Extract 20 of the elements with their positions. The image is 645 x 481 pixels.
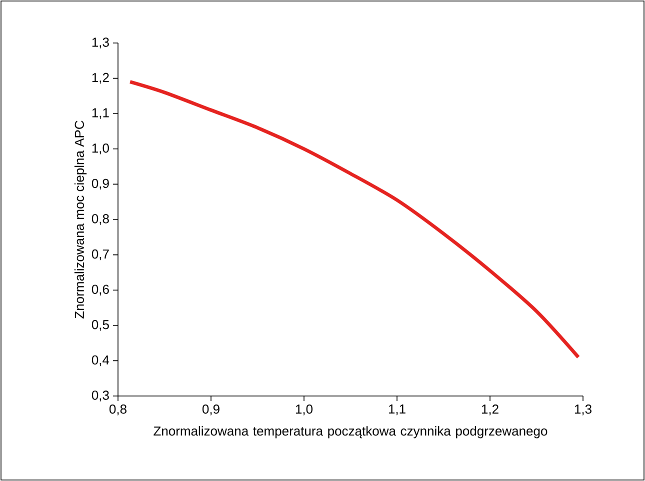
y-tick-label: 0,4 [92,355,110,366]
y-tick-label: 1,3 [92,38,109,48]
x-tick-label: 1,3 [574,404,592,416]
y-tick-label: 0,7 [92,249,109,260]
y-tick-label: 1,2 [92,72,109,84]
y-axis-title: Znormalizowana moc cieplna APC [74,120,87,318]
y-tick-label: 0,9 [92,178,109,190]
x-tick-label: 0,9 [202,404,220,416]
x-axis-title: Znormalizowana temperatura początkowa czynnika podgrzewanego [154,426,548,438]
line-series [128,80,580,359]
x-tick-label: 0,8 [109,404,126,416]
y-tick-label: 0,3 [92,390,109,402]
y-tick-label: 1,0 [92,144,109,154]
y-tick-label: 1,1 [92,108,109,119]
y-tick-label: 0,8 [92,214,109,225]
y-tick-label: 0,5 [92,320,109,331]
x-tick-label: 1,1 [388,404,406,416]
x-tick-label: 1,2 [482,404,498,416]
y-tick-label: 0,6 [92,284,109,296]
x-tick-label: 1,0 [296,404,313,416]
